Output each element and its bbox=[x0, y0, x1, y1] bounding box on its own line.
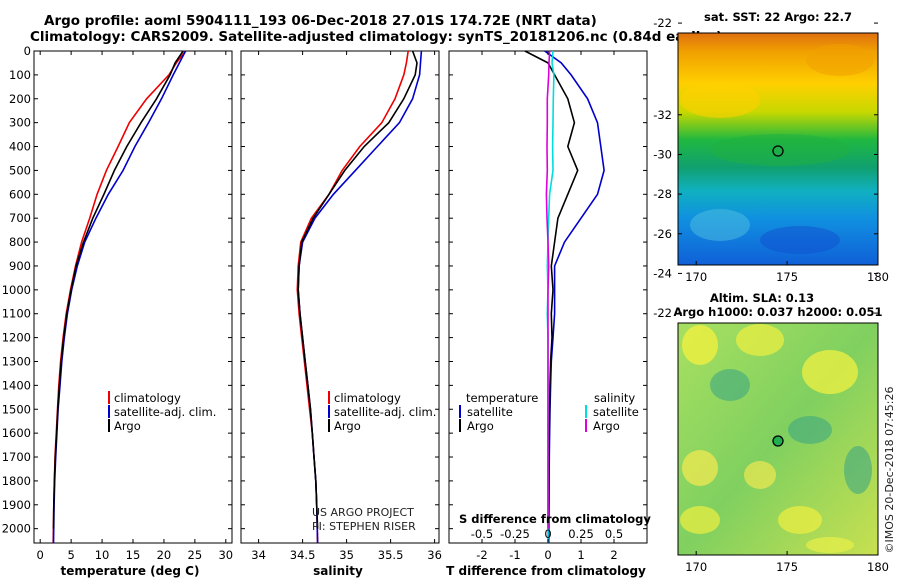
lat-tick-label: -32 bbox=[653, 108, 672, 122]
depth-tick-label: 1500 bbox=[2, 402, 31, 416]
diff-legend-s-argo: Argo bbox=[593, 419, 620, 433]
s-tick-label: 0.5 bbox=[605, 527, 623, 541]
depth-tick-label: 800 bbox=[9, 235, 31, 249]
x-tick-label: 30 bbox=[218, 548, 233, 562]
diff-legend-salinity: salinity bbox=[594, 391, 635, 405]
series-line-temperature-argo bbox=[524, 50, 579, 529]
x-tick-label: 34 bbox=[251, 548, 266, 562]
temperature-legend: climatology satellite-adj. clim. Argo bbox=[108, 391, 216, 433]
depth-tick-label: 200 bbox=[9, 92, 31, 106]
salinity-panel: 34 34.5 35 35.5 36 salinity climatology sate… bbox=[240, 50, 442, 578]
lon-tick-label: 170 bbox=[685, 270, 707, 284]
depth-tick-label: 2000 bbox=[2, 522, 31, 536]
legend-climatology: climatology bbox=[114, 391, 181, 405]
x-tick-label: 34.5 bbox=[290, 548, 316, 562]
x-tick-label: 5 bbox=[67, 548, 74, 562]
depth-tick-label: 1600 bbox=[2, 426, 31, 440]
temperature-panel: 0100200300400500600700800900100011001200… bbox=[2, 44, 233, 578]
salinity-legend: climatology satellite-adj. clim. Argo bbox=[328, 391, 436, 433]
figure-title-line1: Argo profile: aoml 5904111_193 06-Dec-20… bbox=[44, 13, 597, 29]
depth-tick-label: 1100 bbox=[2, 307, 31, 321]
s-tick-label: 0 bbox=[544, 527, 551, 541]
lon-tick-label: 170 bbox=[685, 560, 707, 574]
depth-tick-label: 600 bbox=[9, 187, 31, 201]
legend-satellite: satellite-adj. clim. bbox=[114, 405, 216, 419]
lat-tick-label: -28 bbox=[653, 187, 672, 201]
x-tick-label: 0 bbox=[544, 548, 551, 562]
depth-tick-label: 400 bbox=[9, 140, 31, 154]
x-tick-label: 35 bbox=[339, 548, 354, 562]
credit-project: US ARGO PROJECT bbox=[312, 506, 414, 519]
salinity-xlabel: salinity bbox=[313, 564, 363, 578]
sla-map: Altim. SLA: 0.13 Argo h1000: 0.037 h2000… bbox=[653, 108, 889, 574]
x-tick-label: -2 bbox=[476, 548, 487, 562]
lat-tick-label: -22 bbox=[653, 16, 672, 30]
difference-xlabel: T difference from climatology bbox=[446, 564, 646, 578]
x-tick-label: 25 bbox=[188, 548, 203, 562]
x-tick-label: 10 bbox=[95, 548, 110, 562]
legend-argo: Argo bbox=[114, 419, 141, 433]
difference-legend: temperature satellite Argo salinity sate… bbox=[459, 391, 639, 433]
depth-tick-label: 1200 bbox=[2, 331, 31, 345]
depth-tick-label: 900 bbox=[9, 259, 31, 273]
x-tick-label: 0 bbox=[37, 548, 44, 562]
x-tick-label: 36 bbox=[427, 548, 442, 562]
series-line-salinity-argo bbox=[545, 50, 551, 529]
diff-legend-s-satellite: satellite bbox=[593, 405, 639, 419]
temperature-xlabel: temperature (deg C) bbox=[61, 564, 200, 578]
depth-tick-label: 500 bbox=[9, 163, 31, 177]
depth-tick-label: 1000 bbox=[2, 283, 31, 297]
s-tick-label: -0.5 bbox=[471, 527, 493, 541]
x-tick-label: 35.5 bbox=[378, 548, 404, 562]
series-line-argo bbox=[297, 50, 418, 529]
sla-map-title-line1: Altim. SLA: 0.13 bbox=[710, 291, 814, 305]
depth-tick-label: 1800 bbox=[2, 474, 31, 488]
depth-tick-label: 1300 bbox=[2, 354, 31, 368]
x-tick-label: -1 bbox=[509, 548, 520, 562]
diff-legend-temperature: temperature bbox=[466, 391, 538, 405]
sst-argo-position-marker bbox=[772, 145, 784, 157]
lat-tick-label: -30 bbox=[653, 147, 672, 161]
s-tick-label: -0.25 bbox=[500, 527, 530, 541]
depth-tick-label: 1900 bbox=[2, 498, 31, 512]
depth-tick-label: 100 bbox=[9, 68, 31, 82]
figure-title-line2: Climatology: CARS2009. Satellite-adjuste… bbox=[30, 29, 722, 45]
x-tick-label: 20 bbox=[157, 548, 172, 562]
lon-tick-label: 175 bbox=[776, 270, 798, 284]
lon-tick-label: 180 bbox=[867, 270, 889, 284]
credit-pi: PI: STEPHEN RISER bbox=[312, 520, 416, 533]
sla-map-title-line2: Argo h1000: 0.037 h2000: 0.051 bbox=[673, 305, 882, 319]
x-tick-label: 1 bbox=[577, 548, 584, 562]
diff-legend-t-satellite: satellite bbox=[467, 405, 513, 419]
depth-tick-label: 300 bbox=[9, 116, 31, 130]
lat-tick-label: -26 bbox=[653, 227, 672, 241]
series-line-argo bbox=[52, 50, 184, 529]
s-difference-label: S difference from climatology bbox=[459, 512, 651, 526]
lon-tick-label: 180 bbox=[867, 560, 889, 574]
imos-timestamp: ©IMOS 20-Dec-2018 07:45:26 bbox=[883, 387, 896, 554]
sst-map: sat. SST: 22 Argo: 22.7 -22 -24 -26 -28 -30 -… bbox=[653, 10, 889, 284]
x-tick-label: 15 bbox=[126, 548, 141, 562]
depth-tick-label: 1700 bbox=[2, 450, 31, 464]
s-tick-label: 0.25 bbox=[568, 527, 594, 541]
difference-panel: -2 -1 0 1 2 -0.5 -0.25 0 0.25 0.5 S difference f… bbox=[446, 50, 651, 578]
legend-argo: Argo bbox=[334, 419, 361, 433]
depth-tick-label: 700 bbox=[9, 211, 31, 225]
depth-tick-label: 1400 bbox=[2, 378, 31, 392]
legend-satellite: satellite-adj. clim. bbox=[334, 405, 436, 419]
diff-legend-t-argo: Argo bbox=[467, 419, 494, 433]
sla-argo-position-marker bbox=[772, 435, 784, 447]
sst-map-title: sat. SST: 22 Argo: 22.7 bbox=[704, 10, 852, 24]
depth-tick-label: 0 bbox=[24, 44, 31, 58]
lon-tick-label: 175 bbox=[776, 560, 798, 574]
legend-climatology: climatology bbox=[334, 391, 401, 405]
lat-tick-label: -24 bbox=[653, 266, 672, 280]
x-tick-label: 2 bbox=[610, 548, 617, 562]
lat-tick-label: -22 bbox=[653, 306, 672, 320]
